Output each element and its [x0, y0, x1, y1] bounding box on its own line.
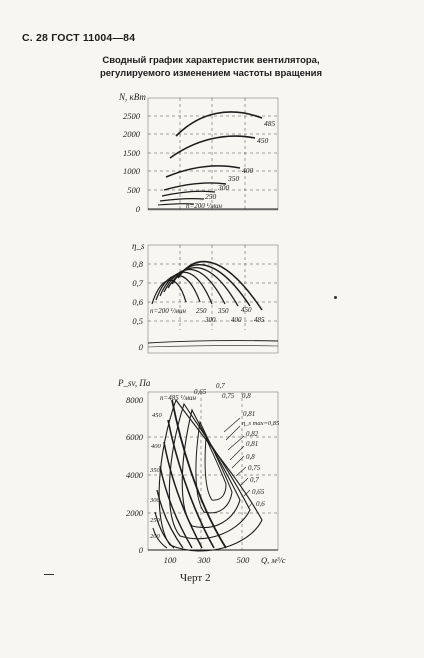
eta-curve-450 [171, 264, 251, 307]
pressure-eff-label: 0,8 [246, 453, 255, 461]
pressure-x-label: Q, м³/с [261, 555, 286, 565]
eta-curve-300 [159, 271, 213, 305]
power-y-tick: 2000 [123, 129, 141, 139]
pressure-speed-label: 300 [149, 497, 161, 504]
efficiency-loop-core [195, 420, 233, 514]
power-curve-250 [159, 198, 205, 202]
figure-title-line1: Сводный график характеристик вентилятора… [102, 55, 320, 66]
eta-series-label: 450 [241, 306, 252, 314]
pressure-x-tick: 500 [237, 555, 251, 565]
pressure-eff-label: 0,81 [246, 440, 258, 448]
pressure-y-label: P_sv, Па [117, 378, 151, 388]
power-series-label: 250 [205, 192, 217, 201]
efficiency-panel [147, 244, 279, 354]
pressure-speed-label: 400 [151, 443, 162, 450]
power-series-label: 400 [242, 166, 254, 175]
eta-y-tick: 0 [139, 342, 144, 352]
pressure-eff-label: 0,7 [216, 382, 225, 390]
power-curve-485 [175, 111, 263, 137]
pressure-eff-label: 0,65 [194, 388, 207, 396]
eta-y-tick: 0,5 [132, 316, 143, 326]
eta-series-label: n=200 ¹/мин [150, 307, 186, 315]
pressure-eff-label: 0,65 [252, 488, 265, 496]
pressure-y-tick: 6000 [126, 432, 144, 442]
eta-curve-485 [177, 260, 263, 311]
power-series-label: 350 [227, 174, 240, 183]
pressure-speed-label: 250 [150, 517, 161, 524]
pressure-y-tick: 0 [139, 545, 144, 555]
pressure-y-tick: 2000 [126, 508, 144, 518]
pressure-curve-400 [163, 441, 203, 549]
pressure-eff-label: 0,7 [250, 476, 259, 484]
power-curve-200 [157, 203, 195, 206]
power-curve-300 [161, 190, 216, 197]
eta-series-label: 350 [217, 307, 229, 315]
margin-dash [44, 574, 54, 575]
pressure-speed-label: 350 [149, 467, 161, 474]
pressure-x-tick: 100 [164, 555, 178, 565]
eta-series-label: 485 [254, 316, 265, 324]
figure-caption: Черт 2 [180, 572, 211, 584]
pressure-curve-350 [159, 465, 193, 549]
power-curve-350 [163, 182, 227, 191]
pressure-speed-label: 200 [150, 533, 161, 540]
power-y-tick: 1000 [123, 166, 141, 176]
power-y-tick: 0 [136, 204, 141, 214]
figure-title: Сводный график характеристик вентилятора… [96, 54, 326, 80]
power-curve-450 [169, 135, 256, 159]
efficiency-loop-mid [168, 402, 251, 540]
pressure-curve-485 [171, 399, 227, 549]
pressure-y-tick: 4000 [126, 470, 144, 480]
eta-series-label: 250 [196, 307, 207, 315]
pressure-eff-label: 0,81 [243, 410, 255, 418]
pressure-x-tick: 300 [197, 555, 212, 565]
ink-dot [334, 296, 337, 299]
power-series-label: 485 [264, 119, 276, 128]
power-y-tick: 500 [127, 185, 141, 195]
pressure-eff-label: 0,82 [246, 430, 259, 438]
eta-y-label: η_s [132, 241, 145, 251]
power-series-label: n=200 ¹/мин [186, 202, 222, 210]
pressure-eff-label: 0,8 [242, 392, 251, 400]
pressure-panel [147, 391, 279, 552]
power-y-label: N, кВт [118, 92, 146, 102]
pressure-eff-label: η_s max=0,85 [242, 420, 280, 427]
efficiency-loop-inner [181, 408, 241, 528]
figure-title-line2: регулируемого изменением частоты вращени… [99, 68, 323, 79]
page-header: С. 28 ГОСТ 11004—84 [22, 32, 136, 44]
eta-y-tick: 0,6 [132, 297, 143, 307]
eta-curve-400 [167, 267, 239, 307]
power-series-label: 450 [257, 136, 269, 145]
pressure-curve-200 [152, 527, 168, 549]
eta-series-label: 400 [231, 316, 242, 324]
power-y-tick: 2500 [123, 111, 141, 121]
power-panel [147, 97, 279, 211]
power-series-label: 300 [217, 183, 230, 192]
eta-y-tick: 0,7 [132, 278, 143, 288]
pressure-eff-label: 0,6 [256, 500, 265, 508]
pressure-eff-label: 0,75 [222, 392, 235, 400]
pressure-curve-300 [156, 489, 184, 549]
eta-series-label: 300 [204, 316, 216, 324]
pressure-speed-label: 450 [152, 412, 163, 419]
pressure-speed-label: n=485 ¹/мин [160, 394, 196, 402]
pressure-curve-450 [167, 419, 215, 549]
eta-lower-band [147, 340, 279, 344]
pressure-y-tick: 8000 [126, 395, 144, 405]
eta-curve-250 [155, 274, 201, 303]
pressure-eff-label: 0,75 [248, 464, 261, 472]
power-curve-400 [165, 165, 241, 178]
eta-curve-350 [163, 268, 226, 305]
eta-y-tick: 0,8 [132, 259, 143, 269]
power-y-tick: 1500 [123, 148, 141, 158]
